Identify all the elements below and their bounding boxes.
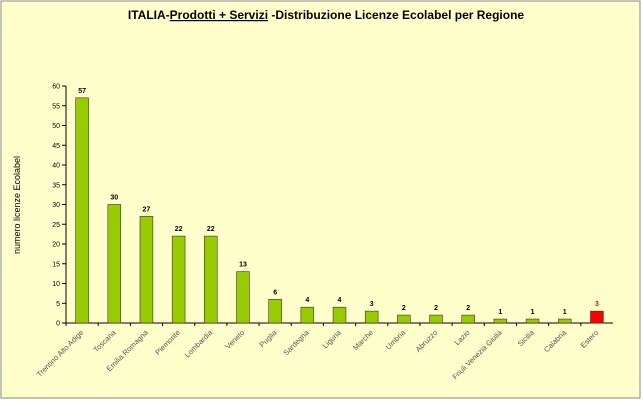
y-tick-label: 40 bbox=[52, 163, 60, 170]
y-tick-label: 30 bbox=[52, 202, 60, 209]
value-label: 2 bbox=[466, 305, 470, 312]
bar bbox=[236, 271, 250, 324]
bar bbox=[107, 204, 122, 324]
bar bbox=[171, 235, 186, 324]
value-label: 27 bbox=[143, 206, 151, 213]
bar bbox=[590, 310, 604, 324]
y-tick-label: 0 bbox=[56, 321, 60, 328]
value-label: 6 bbox=[273, 289, 277, 296]
chart-title: ITALIA-Prodotti + Servizi -Distribuzione… bbox=[128, 8, 525, 22]
y-tick-label: 25 bbox=[52, 222, 60, 229]
bar bbox=[493, 318, 508, 324]
bar bbox=[461, 314, 475, 324]
y-tick-label: 15 bbox=[52, 261, 60, 268]
value-label: 3 bbox=[370, 301, 374, 308]
title-part: ITALIA- bbox=[128, 8, 170, 22]
bar bbox=[397, 314, 411, 324]
y-tick-label: 50 bbox=[52, 123, 60, 130]
value-label: 13 bbox=[239, 262, 247, 269]
bar bbox=[364, 310, 379, 324]
value-label: 2 bbox=[402, 305, 406, 312]
title-part: -Distribuzione Licenze Ecolabel per Regi… bbox=[268, 8, 524, 22]
y-tick-label: 55 bbox=[52, 103, 60, 110]
value-label: 2 bbox=[434, 305, 438, 312]
bar bbox=[204, 235, 218, 324]
value-label: 22 bbox=[207, 226, 215, 233]
y-tick-label: 60 bbox=[52, 84, 60, 91]
bar bbox=[300, 306, 315, 324]
value-label: 3 bbox=[595, 301, 599, 308]
bar bbox=[268, 298, 282, 324]
bar bbox=[525, 318, 540, 324]
value-label: 30 bbox=[110, 195, 118, 202]
value-label: 22 bbox=[175, 226, 183, 233]
bar bbox=[139, 216, 154, 324]
y-tick-label: 45 bbox=[52, 143, 60, 150]
bar bbox=[557, 318, 572, 324]
y-tick-label: 10 bbox=[52, 281, 60, 288]
value-label: 4 bbox=[338, 297, 342, 304]
title-part: Prodotti + Servizi bbox=[170, 8, 268, 22]
bar bbox=[429, 314, 443, 324]
value-label: 1 bbox=[531, 309, 535, 316]
bar bbox=[332, 306, 347, 324]
value-label: 57 bbox=[78, 88, 86, 95]
value-label: 4 bbox=[305, 297, 309, 304]
value-label: 1 bbox=[563, 309, 567, 316]
y-tick-label: 35 bbox=[52, 182, 60, 189]
y-tick-label: 5 bbox=[56, 301, 60, 308]
y-axis-label: numero licenze Ecolabel bbox=[12, 156, 22, 254]
y-tick-label: 20 bbox=[52, 242, 60, 249]
bar bbox=[75, 97, 89, 324]
value-label: 1 bbox=[498, 309, 502, 316]
